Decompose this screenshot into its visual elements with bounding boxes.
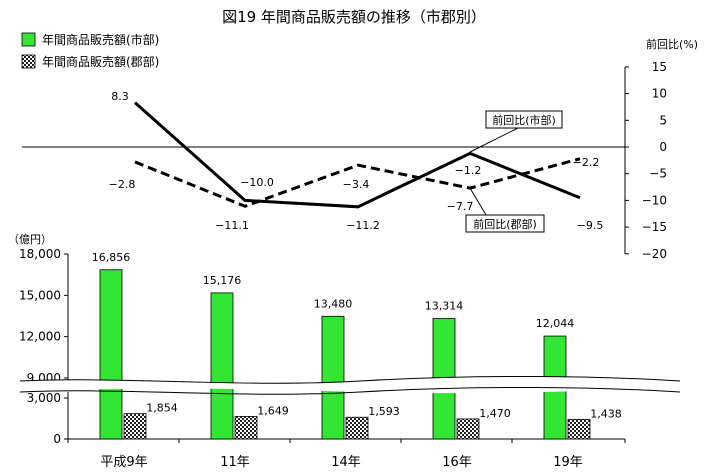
bar-axis-tick-label: 15,000: [19, 288, 61, 302]
legend-label-county: 年間商品販売額(郡部): [42, 54, 159, 69]
bar-city-value-label: 12,044: [536, 317, 575, 330]
bar-axis-tick-label: 3,000: [27, 391, 61, 405]
line-axis-tick-label: −5: [649, 167, 667, 181]
line-county-value-label: −2.2: [573, 156, 600, 169]
line-axis-tick-label: −15: [642, 220, 667, 234]
line-city-value-label: −9.5: [577, 219, 604, 232]
line-city-value-label: −1.2: [455, 164, 482, 177]
bar-city: [210, 292, 234, 440]
line-axis-tick-label: −20: [642, 247, 667, 261]
axis-break-line-top: [19, 375, 681, 384]
line-county: [134, 157, 581, 208]
line-city-value-label: −10.0: [240, 176, 274, 189]
bars: [19, 269, 681, 440]
line-axis-tick-label: 10: [652, 87, 667, 101]
data-labels: 16,856 1,854 15,176 1,649 13,480 1,593 13,314 1…: [92, 90, 622, 420]
line-axis-tick-label: −10: [642, 193, 667, 207]
category-label: 平成9年: [100, 455, 147, 470]
bar-county: [345, 416, 369, 440]
line-axis-label: 前回比(%): [646, 37, 698, 51]
axis-break-band: [20, 376, 680, 394]
line-axis-tick-label: 5: [659, 113, 667, 127]
legend-swatch-county: [21, 54, 36, 69]
line-axis-tick-label: 15: [652, 60, 667, 74]
bar-axis-tick-label: 0: [53, 432, 61, 446]
bar-city-value-label: 15,176: [203, 274, 242, 287]
line-county-value-label: −11.1: [215, 219, 249, 232]
chart-title: 図19 年間商品販売額の推移（市郡別）: [222, 8, 486, 26]
bar-axis-label: （億円）: [8, 233, 52, 246]
bar-county: [567, 418, 591, 440]
line-city-value-label: −11.2: [346, 219, 380, 232]
bar-city: [321, 315, 345, 440]
callout-city-leader: [469, 126, 521, 153]
category-label: 19年: [553, 455, 583, 470]
bar-county-value-label: 1,438: [590, 407, 622, 420]
bar-city-value-label: 16,856: [92, 251, 131, 264]
legend-label-city: 年間商品販売額(市部): [42, 32, 159, 47]
line-city-value-label: 8.3: [111, 90, 129, 103]
callout-city: 前回比(市部): [469, 110, 563, 153]
bar-city-value-label: 13,314: [425, 300, 464, 313]
category-label: 16年: [442, 455, 472, 470]
line-county-value-label: −2.8: [109, 178, 136, 191]
bar-city: [99, 269, 123, 440]
line-county-value-label: −7.7: [447, 200, 474, 213]
category-label: 14年: [331, 455, 361, 470]
callout-county-box: [465, 214, 545, 233]
callout-county-text: 前回比(郡部): [473, 217, 537, 231]
category-label: 11年: [220, 455, 250, 470]
bar-city-value-label: 13,480: [314, 297, 353, 310]
lines: [134, 101, 581, 209]
callout-county-leader: [469, 187, 487, 216]
callout-city-text: 前回比(市部): [492, 113, 556, 127]
bar-axis-tick-label: 12,000: [19, 330, 61, 344]
legend-swatch-city: [21, 32, 36, 47]
callout-county: 前回比(郡部): [465, 187, 545, 233]
bar-county: [123, 413, 147, 440]
bar-county-value-label: 1,649: [257, 404, 289, 417]
bar-county-value-label: 1,854: [146, 402, 178, 415]
bar-axis-tick-label: 18,000: [19, 247, 61, 261]
axis-break-line-bottom: [19, 386, 681, 395]
line-axis-tick-label: 0: [659, 140, 667, 154]
bar-county-value-label: 1,470: [479, 407, 511, 420]
line-city: [134, 101, 581, 209]
callout-city-box: [485, 110, 563, 129]
line-county-value-label: −3.4: [343, 178, 370, 191]
bar-county: [456, 418, 480, 440]
bar-county: [234, 416, 258, 440]
bar-county-value-label: 1,593: [368, 405, 400, 418]
legend: 年間商品販売額(市部) 年間商品販売額(郡部): [21, 32, 159, 69]
